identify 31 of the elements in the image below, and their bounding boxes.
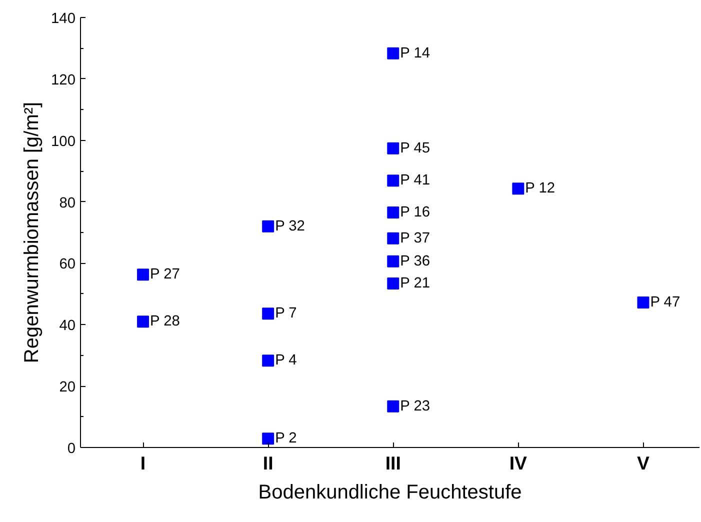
x-tick-label: I <box>140 452 146 474</box>
y-tick-label: 100 <box>51 134 76 150</box>
x-tick-label: V <box>637 452 650 474</box>
y-tick-label: 140 <box>51 11 76 27</box>
annotation: P 37 <box>400 230 430 246</box>
y-tick-label: 40 <box>59 318 76 334</box>
y-axis-title: Regenwurmbiomassen [g/m²] <box>21 102 44 364</box>
annotation: P 45 <box>400 140 430 156</box>
annotation: P 21 <box>400 275 430 292</box>
y-tick-label: 20 <box>59 380 76 396</box>
annotation: P 12 <box>525 180 556 197</box>
annotation: P 28 <box>150 314 180 330</box>
annotation: P 27 <box>150 266 180 283</box>
x-tick-label: III <box>385 452 401 474</box>
x-axis-title: Bodenkundliche Feuchtestufe <box>258 482 522 504</box>
x-tick-label: II <box>262 452 274 474</box>
annotation: P 41 <box>400 172 430 189</box>
annotation: P 4 <box>275 352 297 369</box>
annotation: P 16 <box>400 204 430 221</box>
annotation: P 47 <box>650 294 680 311</box>
y-tick-label: 80 <box>59 195 76 212</box>
x-tick-label: IV <box>509 452 528 474</box>
annotation: P 14 <box>400 45 430 62</box>
y-tick-label: 120 <box>51 72 76 88</box>
annotation: P 32 <box>275 218 305 234</box>
annotation: P 2 <box>275 430 297 447</box>
y-tick-label: 0 <box>67 441 76 457</box>
annotation: P 23 <box>400 398 430 414</box>
annotation: P 7 <box>275 306 297 322</box>
y-tick-label: 60 <box>59 256 76 273</box>
annotation: P 36 <box>400 253 430 270</box>
